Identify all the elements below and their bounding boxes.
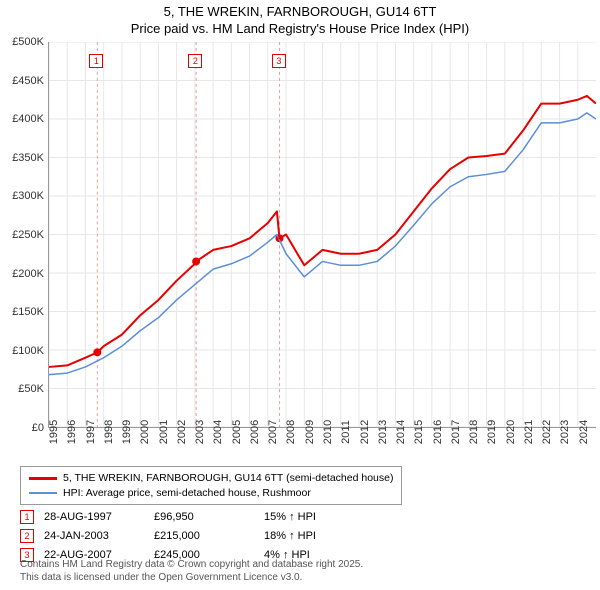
y-tick-label: £400K: [12, 113, 44, 125]
chart-svg: [49, 42, 596, 427]
x-tick-label: 2006: [249, 420, 261, 444]
y-tick-label: £50K: [18, 383, 44, 395]
x-tick-label: 1997: [85, 420, 97, 444]
x-tick-label: 2003: [194, 420, 206, 444]
x-tick-label: 2018: [468, 420, 480, 444]
x-tick-label: 2001: [158, 420, 170, 444]
x-tick-label: 2019: [486, 420, 498, 444]
x-tick-label: 2015: [413, 420, 425, 444]
y-tick-label: £500K: [12, 36, 44, 48]
sale-event-delta: 18% ↑ HPI: [264, 530, 384, 542]
legend-label-hpi: HPI: Average price, semi-detached house,…: [63, 486, 311, 501]
sale-marker-box: 3: [272, 54, 286, 68]
chart-plot-area: [48, 42, 596, 428]
y-tick-label: £0: [32, 422, 44, 434]
legend-row-hpi: HPI: Average price, semi-detached house,…: [29, 486, 393, 501]
x-tick-label: 2021: [523, 420, 535, 444]
x-tick-label: 2004: [212, 420, 224, 444]
legend-row-price: 5, THE WREKIN, FARNBOROUGH, GU14 6TT (se…: [29, 471, 393, 486]
x-tick-label: 1996: [66, 420, 78, 444]
x-tick-label: 2007: [267, 420, 279, 444]
x-tick-label: 2011: [340, 420, 352, 444]
y-tick-label: £150K: [12, 306, 44, 318]
sale-event-price: £215,000: [154, 530, 264, 542]
chart-title: 5, THE WREKIN, FARNBOROUGH, GU14 6TT Pri…: [0, 0, 600, 38]
legend-label-price: 5, THE WREKIN, FARNBOROUGH, GU14 6TT (se…: [63, 471, 393, 486]
sale-event-number: 2: [20, 529, 34, 543]
sale-event-number: 1: [20, 510, 34, 524]
x-tick-label: 2009: [304, 420, 316, 444]
sale-event-number: 3: [20, 548, 34, 562]
x-tick-label: 2023: [559, 420, 571, 444]
y-tick-label: £350K: [12, 152, 44, 164]
title-line-1: 5, THE WREKIN, FARNBOROUGH, GU14 6TT: [0, 4, 600, 21]
sale-event-price: £96,950: [154, 511, 264, 523]
x-tick-label: 1999: [121, 420, 133, 444]
sale-event-date: 22-AUG-2007: [44, 549, 154, 561]
x-tick-label: 2008: [285, 420, 297, 444]
x-tick-label: 2014: [395, 420, 407, 444]
y-tick-label: £300K: [12, 190, 44, 202]
sale-event-row: 1 28-AUG-1997£96,95015% ↑ HPI: [20, 508, 384, 526]
y-tick-label: £200K: [12, 268, 44, 280]
chart-legend: 5, THE WREKIN, FARNBOROUGH, GU14 6TT (se…: [20, 466, 402, 505]
y-tick-label: £100K: [12, 345, 44, 357]
title-line-2: Price paid vs. HM Land Registry's House …: [0, 21, 600, 38]
legend-swatch-price: [29, 477, 57, 480]
sale-event-row: 2 24-JAN-2003£215,00018% ↑ HPI: [20, 527, 384, 545]
sale-event-date: 24-JAN-2003: [44, 530, 154, 542]
sale-event-price: £245,000: [154, 549, 264, 561]
sale-event-row: 3 22-AUG-2007£245,0004% ↑ HPI: [20, 546, 384, 564]
x-tick-label: 2000: [139, 420, 151, 444]
x-tick-label: 2016: [432, 420, 444, 444]
x-tick-label: 2002: [176, 420, 188, 444]
attribution-line-2: This data is licensed under the Open Gov…: [20, 572, 363, 585]
legend-swatch-hpi: [29, 492, 57, 494]
x-tick-label: 2010: [322, 420, 334, 444]
x-tick-label: 1995: [48, 420, 60, 444]
sale-marker-box: 1: [89, 54, 103, 68]
sale-event-delta: 4% ↑ HPI: [264, 549, 384, 561]
x-tick-label: 2024: [578, 420, 590, 444]
x-tick-label: 2020: [505, 420, 517, 444]
sale-event-date: 28-AUG-1997: [44, 511, 154, 523]
x-tick-label: 2017: [450, 420, 462, 444]
x-tick-label: 2022: [541, 420, 553, 444]
x-tick-label: 2005: [231, 420, 243, 444]
y-tick-label: £250K: [12, 229, 44, 241]
sale-marker-box: 2: [188, 54, 202, 68]
sale-event-delta: 15% ↑ HPI: [264, 511, 384, 523]
x-tick-label: 2012: [359, 420, 371, 444]
x-tick-label: 2013: [377, 420, 389, 444]
x-tick-label: 1998: [103, 420, 115, 444]
y-tick-label: £450K: [12, 75, 44, 87]
